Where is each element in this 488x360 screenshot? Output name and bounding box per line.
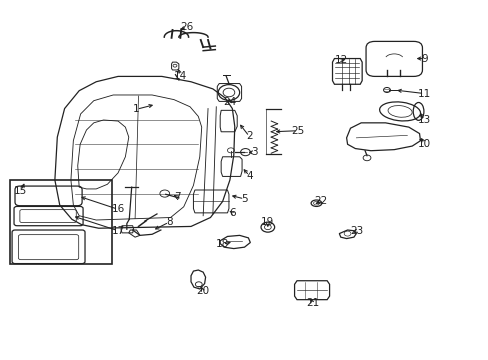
Text: 14: 14: [173, 71, 186, 81]
Text: 4: 4: [245, 171, 252, 181]
Text: 22: 22: [314, 196, 327, 206]
Text: 23: 23: [350, 226, 363, 236]
Text: 13: 13: [417, 115, 430, 125]
Text: 25: 25: [291, 126, 304, 136]
Text: 11: 11: [417, 89, 430, 99]
Text: 6: 6: [228, 208, 235, 218]
Text: 24: 24: [223, 97, 236, 107]
Text: 7: 7: [174, 192, 181, 202]
Text: 15: 15: [14, 186, 27, 196]
Text: 12: 12: [334, 55, 347, 65]
Text: 20: 20: [196, 287, 209, 296]
Text: 19: 19: [261, 217, 274, 227]
Text: 9: 9: [420, 54, 427, 64]
Text: 10: 10: [417, 139, 430, 149]
Bar: [10, 180, 112, 264]
Text: 5: 5: [241, 194, 247, 204]
Text: 2: 2: [245, 131, 252, 141]
Text: 3: 3: [250, 148, 257, 157]
Text: 8: 8: [165, 217, 172, 227]
Text: 18: 18: [216, 239, 229, 249]
Text: 16: 16: [111, 204, 124, 214]
Text: 26: 26: [180, 22, 193, 32]
Text: 1: 1: [133, 104, 140, 114]
Text: 17: 17: [111, 226, 124, 236]
Text: 21: 21: [305, 298, 319, 308]
